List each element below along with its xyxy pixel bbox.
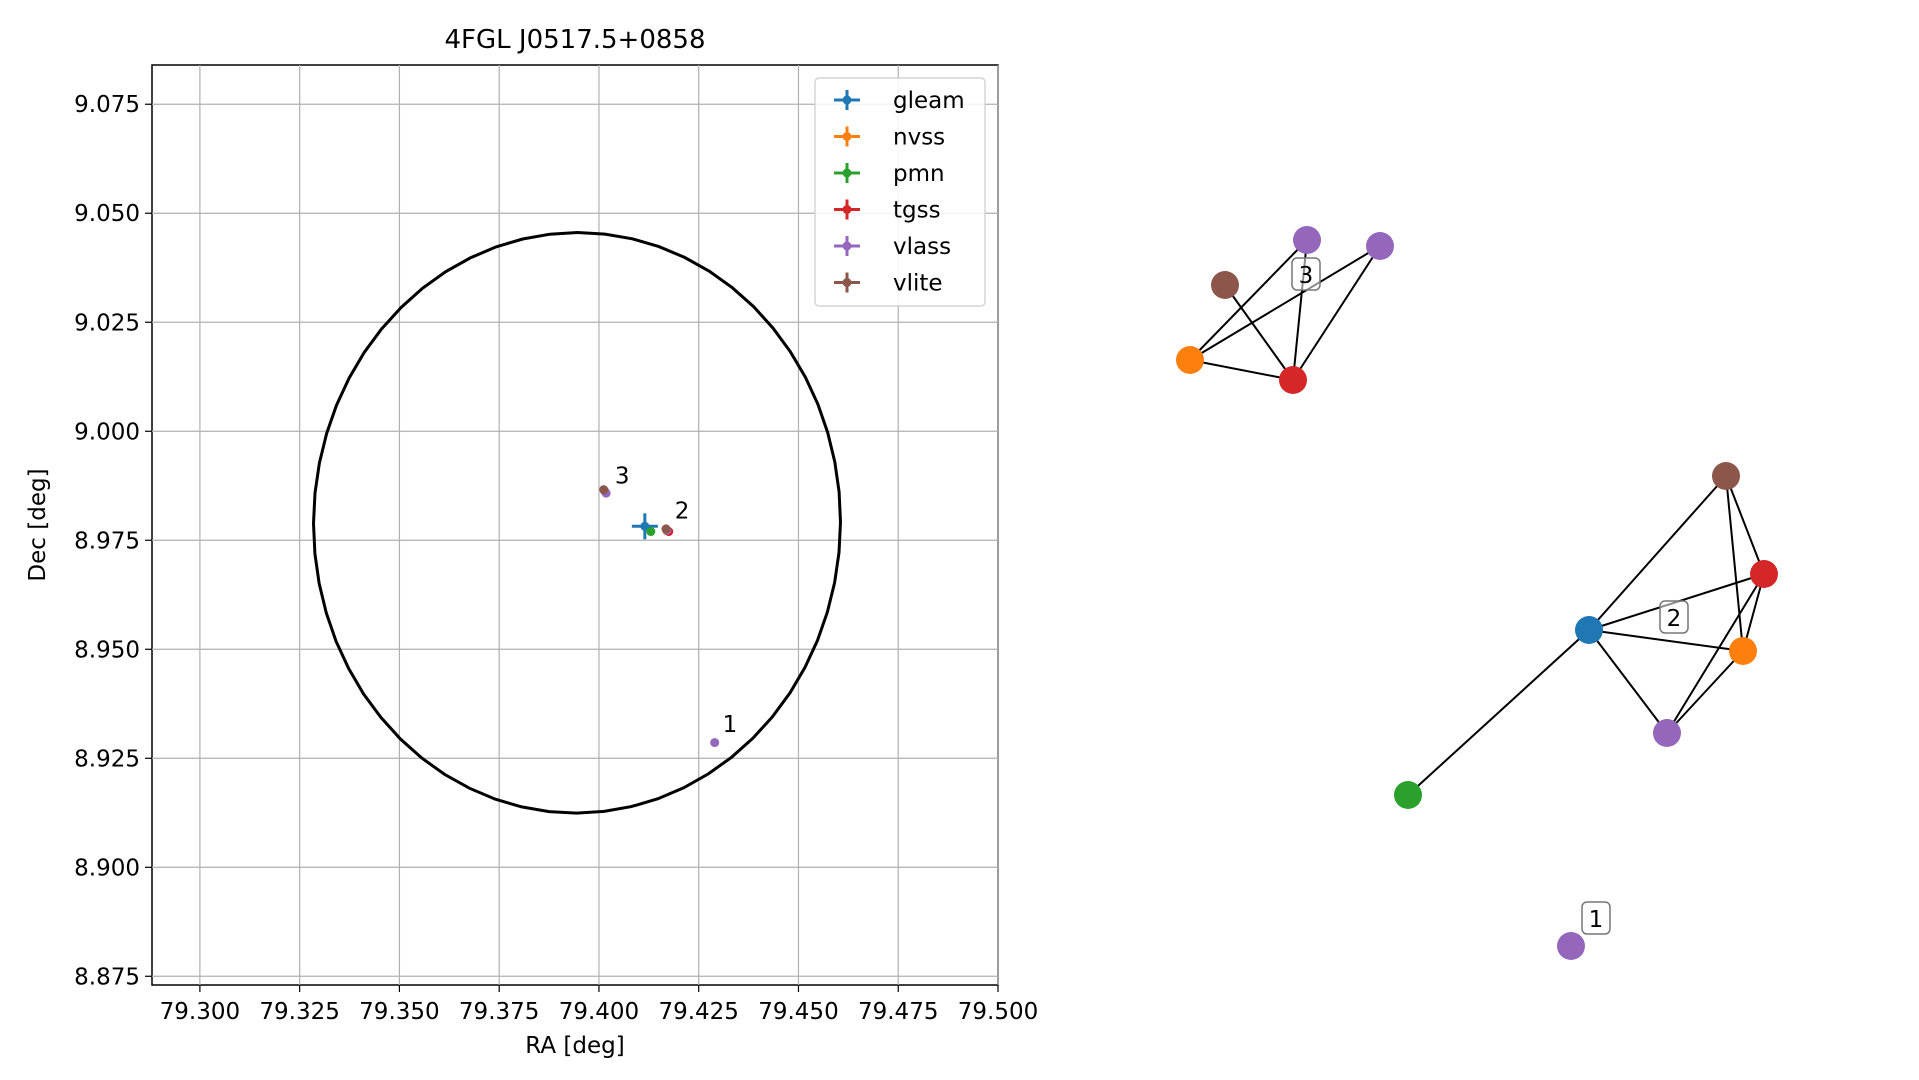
cluster-label-text: 3 bbox=[1299, 263, 1314, 289]
graph-nodes bbox=[1176, 226, 1778, 960]
x-tick-label: 79.500 bbox=[958, 999, 1038, 1025]
point-annotations: 1 2 3 bbox=[615, 464, 737, 739]
x-tick-label: 79.300 bbox=[160, 999, 240, 1025]
graph-edge bbox=[1189, 245, 1381, 361]
graph-node bbox=[1176, 346, 1204, 374]
graph-node bbox=[1712, 462, 1740, 490]
data-points bbox=[599, 485, 720, 748]
y-axis-label: Dec [deg] bbox=[25, 468, 51, 581]
legend-marker-pmn bbox=[842, 168, 852, 178]
x-tick-label: 79.400 bbox=[559, 999, 639, 1025]
graph-edge bbox=[1725, 475, 1765, 575]
point-pmn bbox=[646, 527, 656, 537]
x-tick-label: 79.475 bbox=[858, 999, 938, 1025]
legend-marker-nvss bbox=[842, 132, 852, 141]
point-annotation: 2 bbox=[675, 498, 690, 524]
chart-title: 4FGL J0517.5+0858 bbox=[445, 25, 706, 55]
legend-item-vlass: vlass bbox=[834, 234, 951, 260]
cluster-label: 3 bbox=[1291, 257, 1321, 291]
legend-label-vlite: vlite bbox=[893, 271, 943, 297]
legend-marker-gleam bbox=[842, 95, 852, 105]
graph-edge bbox=[1189, 359, 1294, 381]
graph-edge bbox=[1666, 573, 1765, 734]
graph-node bbox=[1394, 781, 1422, 809]
graph-edges bbox=[1189, 239, 1765, 796]
grid-lines bbox=[152, 65, 999, 985]
y-tick-label: 9.075 bbox=[74, 92, 140, 118]
graph-node bbox=[1366, 232, 1394, 260]
graph-edge bbox=[1588, 629, 1744, 652]
graph-node bbox=[1575, 616, 1603, 644]
point-gleam bbox=[640, 521, 650, 531]
legend: gleam nvss pmn tgss vlass vlite bbox=[814, 77, 986, 307]
legend-label-pmn: pmn bbox=[893, 161, 945, 187]
scatter-plot-panel: 4FGL J0517.5+0858 RA [deg] Dec [deg] 79.… bbox=[25, 25, 1038, 1059]
cluster-label: 2 bbox=[1659, 600, 1689, 634]
graph-node bbox=[1557, 932, 1585, 960]
x-tick-label: 79.350 bbox=[359, 999, 439, 1025]
graph-edge bbox=[1588, 629, 1668, 734]
legend-item-pmn: pmn bbox=[834, 161, 945, 187]
graph-edge bbox=[1666, 650, 1744, 734]
x-tick-label: 79.450 bbox=[758, 999, 838, 1025]
x-tick-label: 79.425 bbox=[658, 999, 738, 1025]
y-tick-label: 8.875 bbox=[74, 964, 140, 990]
error-ellipse bbox=[311, 230, 843, 815]
legend-item-tgss: tgss bbox=[834, 198, 941, 224]
cluster-labels: 3 2 1 bbox=[1291, 257, 1689, 935]
y-tick-label: 8.975 bbox=[74, 528, 140, 554]
legend-label-vlass: vlass bbox=[893, 234, 951, 260]
point-vlass bbox=[710, 738, 720, 748]
cluster-label-box bbox=[1581, 901, 1611, 935]
cluster-label-box bbox=[1659, 600, 1689, 634]
point-annotation: 3 bbox=[615, 464, 630, 490]
graph-node bbox=[1653, 719, 1681, 747]
graph-edge bbox=[1588, 475, 1727, 631]
graph-edge bbox=[1224, 284, 1294, 381]
legend-item-nvss: nvss bbox=[834, 125, 945, 151]
graph-edge bbox=[1725, 475, 1744, 652]
x-axis-label: RA [deg] bbox=[525, 1033, 624, 1059]
legend-item-vlite: vlite bbox=[834, 271, 943, 297]
legend-label-tgss: tgss bbox=[893, 198, 941, 224]
x-tick-label: 79.375 bbox=[459, 999, 539, 1025]
legend-marker-vlass bbox=[842, 241, 852, 251]
y-tick-label: 8.925 bbox=[74, 746, 140, 772]
legend-marker-vlite bbox=[842, 278, 852, 287]
graph-edge bbox=[1407, 629, 1590, 796]
uncertainty-ellipse bbox=[311, 230, 843, 815]
graph-node bbox=[1729, 637, 1757, 665]
graph-edge bbox=[1189, 239, 1308, 361]
legend-label-gleam: gleam bbox=[893, 88, 965, 114]
y-tick-label: 9.000 bbox=[74, 419, 140, 445]
y-tick-label: 8.900 bbox=[74, 855, 140, 881]
y-tick-label: 8.950 bbox=[74, 637, 140, 663]
cluster-label-text: 1 bbox=[1589, 907, 1604, 933]
x-tick-label: 79.325 bbox=[259, 999, 339, 1025]
legend-item-gleam: gleam bbox=[834, 88, 965, 114]
axis-ticks: 79.300 79.325 79.350 79.375 79.400 79.425 79.4… bbox=[74, 92, 1038, 1025]
graph-node bbox=[1750, 560, 1778, 588]
cluster-label-text: 2 bbox=[1667, 606, 1682, 632]
point-annotation: 1 bbox=[723, 712, 738, 738]
legend-label-nvss: nvss bbox=[893, 125, 945, 151]
legend-marker-tgss bbox=[842, 205, 852, 214]
graph-node bbox=[1293, 226, 1321, 254]
y-tick-label: 9.050 bbox=[74, 201, 140, 227]
cluster-label-box bbox=[1291, 257, 1321, 291]
cluster-label: 1 bbox=[1581, 901, 1611, 935]
point-vlite bbox=[599, 485, 609, 495]
graph-node bbox=[1279, 366, 1307, 394]
graph-edge bbox=[1292, 245, 1381, 381]
point-vlite bbox=[661, 524, 671, 534]
network-graph-panel: 3 2 1 bbox=[1176, 226, 1778, 960]
y-tick-label: 9.025 bbox=[74, 310, 140, 336]
graph-node bbox=[1211, 271, 1239, 299]
